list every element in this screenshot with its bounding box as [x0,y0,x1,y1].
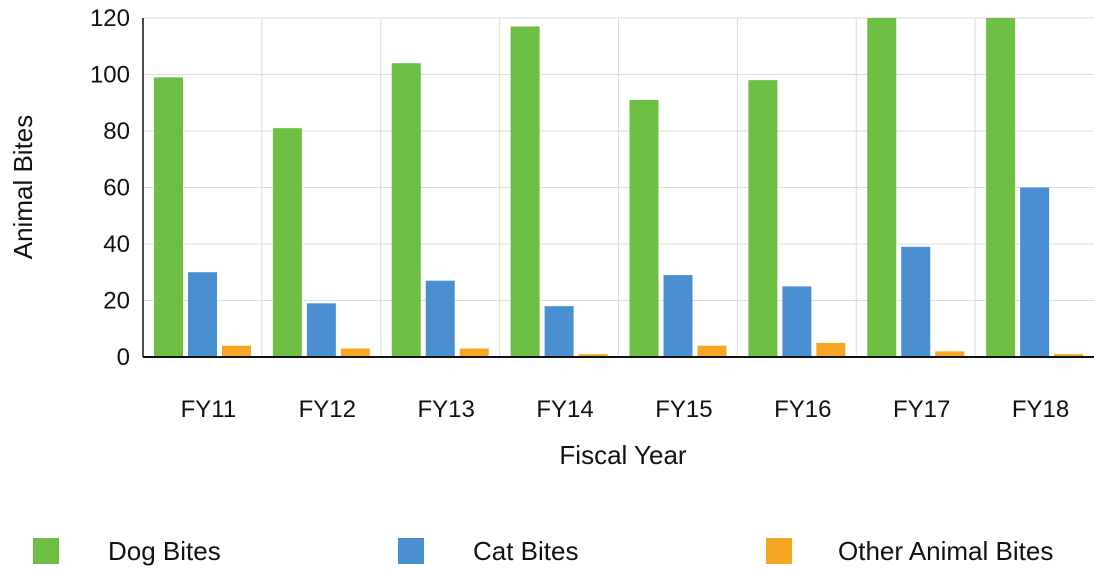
bar-dog-bites-fy13 [391,63,421,357]
legend-label: Cat Bites [473,536,579,566]
bar-dog-bites-fy17 [867,18,897,357]
bar-dog-bites-fy16 [748,80,778,358]
bar-cat-bites-fy17 [901,246,931,357]
bar-cat-bites-fy13 [425,280,455,357]
y-tick-labels: 0 20 40 60 80 100 120 [90,5,130,371]
bar-other-animal-bites-fy16 [816,342,846,357]
legend-swatch [766,538,792,564]
legend: Dog Bites Cat Bites Other Animal Bites [33,536,1053,566]
x-tick-label: FY12 [299,396,356,423]
x-tick-label: FY15 [655,396,712,423]
y-tick-label: 0 [117,344,130,371]
bar-dog-bites-fy12 [272,128,302,357]
bar-other-animal-bites-fy14 [578,354,608,357]
x-tick-label: FY14 [536,396,593,423]
x-tick-label: FY18 [1012,396,1069,423]
y-tick-label: 60 [103,175,130,202]
bar-other-animal-bites-fy11 [222,345,251,357]
bar-other-animal-bites-fy13 [459,348,489,357]
y-tick-label: 40 [103,231,130,258]
x-tick-label: FY13 [418,396,475,423]
bar-cat-bites-fy16 [782,286,812,357]
bar-other-animal-bites-fy12 [340,348,370,357]
bar-cat-bites-fy18 [1020,187,1050,357]
x-tick-label: FY11 [181,396,237,423]
axes [142,18,1094,358]
bar-dog-bites-fy14 [510,26,540,357]
bar-dog-bites-fy11 [154,77,183,357]
legend-swatch [33,538,59,564]
legend-label: Other Animal Bites [838,536,1053,566]
y-tick-label: 80 [103,118,130,145]
bar-cat-bites-fy14 [544,306,574,357]
bar-dog-bites-fy15 [629,99,659,358]
y-tick-label: 20 [103,288,130,315]
bar-cat-bites-fy15 [663,275,693,357]
x-tick-label: FY17 [893,396,950,423]
bar-dog-bites-fy18 [986,18,1016,357]
legend-swatch [398,538,424,564]
bar-cat-bites-fy11 [188,272,217,357]
bar-other-animal-bites-fy15 [697,345,727,357]
y-axis-title: Animal Bites [8,115,38,260]
bar-other-animal-bites-fy17 [935,351,965,357]
y-tick-label: 100 [90,62,130,89]
x-tick-labels: FY11 FY12 FY13 FY14 FY15 FY16 FY17 FY18 [181,396,1070,423]
legend-label: Dog Bites [108,536,221,566]
y-tick-label: 120 [90,5,130,32]
x-tick-label: FY16 [774,396,831,423]
bar-cat-bites-fy12 [306,303,336,357]
x-axis-title: Fiscal Year [559,440,687,470]
bars [154,18,1084,358]
bar-other-animal-bites-fy18 [1054,354,1084,357]
